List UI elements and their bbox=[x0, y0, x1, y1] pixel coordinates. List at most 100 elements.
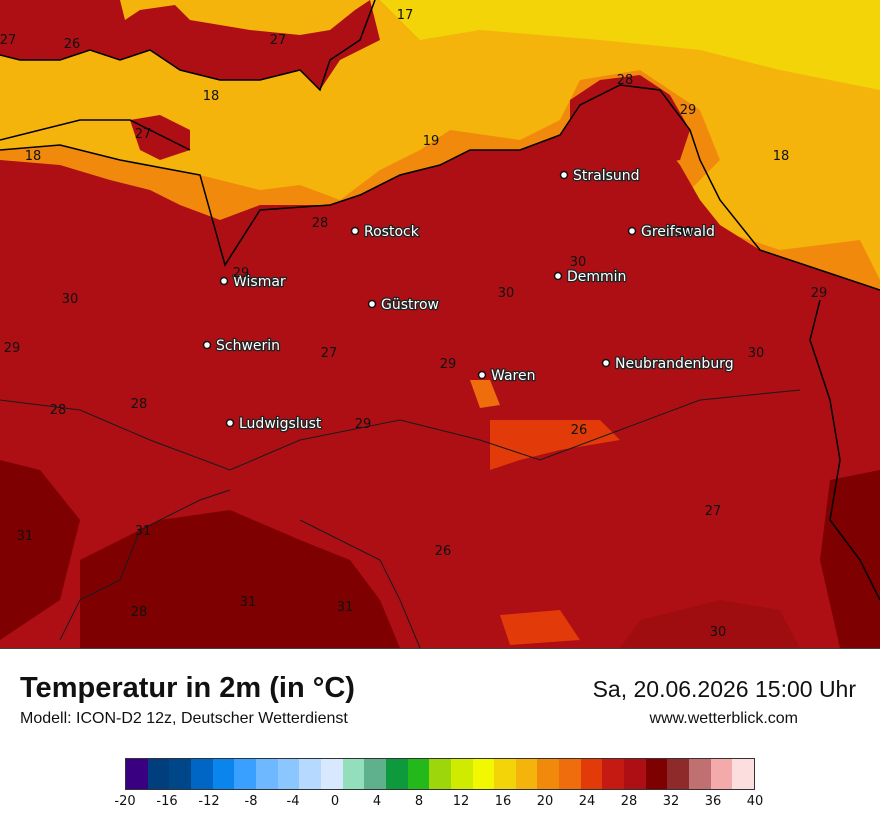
city-label: Wismar bbox=[233, 274, 286, 290]
isotherm-label: 31 bbox=[135, 524, 152, 539]
site-url[interactable]: www.wetterblick.com bbox=[649, 710, 798, 727]
isotherm-label: 18 bbox=[25, 149, 42, 164]
legend-tick-label: 40 bbox=[746, 794, 764, 809]
color-scale-legend bbox=[125, 758, 755, 790]
city-marker[interactable] bbox=[553, 271, 563, 281]
isotherm-label: 31 bbox=[17, 529, 34, 544]
isotherm-label: 31 bbox=[337, 600, 354, 615]
isotherm-label: 29 bbox=[440, 357, 457, 372]
temperature-map[interactable]: Stralsund Rostock Greifswald Wismar Demmin Gü… bbox=[0, 0, 880, 649]
legend-swatch bbox=[234, 759, 256, 789]
isotherm-label: 27 bbox=[321, 346, 338, 361]
legend-swatch bbox=[537, 759, 560, 789]
legend-swatch bbox=[515, 759, 538, 789]
city-marker[interactable] bbox=[477, 370, 487, 380]
island-small bbox=[130, 115, 190, 160]
legend-swatch bbox=[732, 759, 755, 789]
warm-patch-s bbox=[620, 600, 800, 648]
isotherm-label: 29 bbox=[4, 341, 21, 356]
isotherm-label: 30 bbox=[676, 225, 693, 240]
isotherm-label: 28 bbox=[131, 605, 148, 620]
state-border bbox=[0, 389, 801, 471]
isotherm-label: 27 bbox=[270, 33, 287, 48]
isotherm-label: 26 bbox=[64, 37, 81, 52]
isotherm-label: 29 bbox=[355, 417, 372, 432]
isotherm-label: 18 bbox=[773, 149, 790, 164]
city-label: Ludwigslust bbox=[239, 416, 322, 432]
legend-swatch bbox=[472, 759, 495, 789]
legend-swatch bbox=[407, 759, 430, 789]
legend-swatch bbox=[299, 759, 321, 789]
legend-tick-label: 20 bbox=[536, 794, 554, 809]
cool-patch-3 bbox=[500, 610, 580, 645]
legend-tick-label: 8 bbox=[414, 794, 424, 809]
legend-tick-label: 16 bbox=[494, 794, 512, 809]
isotherm-label: 29 bbox=[680, 103, 697, 118]
forecast-datetime: Sa, 20.06.2026 15:00 Uhr bbox=[592, 676, 856, 702]
isotherm-label: 17 bbox=[397, 8, 414, 23]
legend-swatch bbox=[342, 759, 365, 789]
isotherm-label: 27 bbox=[135, 127, 152, 142]
city-marker[interactable] bbox=[225, 418, 235, 428]
isotherm-label: 31 bbox=[240, 595, 257, 610]
legend-swatch bbox=[580, 759, 603, 789]
isotherm-label: 28 bbox=[617, 73, 634, 88]
city-marker[interactable] bbox=[219, 276, 229, 286]
city-label: Schwerin bbox=[216, 338, 280, 354]
state-border-3 bbox=[299, 519, 421, 648]
city-label: Waren bbox=[491, 368, 535, 384]
isotherm-label: 19 bbox=[423, 134, 440, 149]
legend-swatch bbox=[169, 759, 191, 789]
legend-tick-label: 36 bbox=[704, 794, 722, 809]
legend-tick-label: 28 bbox=[620, 794, 638, 809]
city-label: Demmin bbox=[567, 269, 626, 285]
hot-patch-se bbox=[820, 470, 880, 648]
isotherm-label: 29 bbox=[811, 286, 828, 301]
legend-swatch bbox=[190, 759, 213, 789]
legend-swatch bbox=[255, 759, 278, 789]
legend-tick-label: -12 bbox=[198, 794, 220, 809]
legend-tick-label: 24 bbox=[578, 794, 596, 809]
legend-swatch bbox=[689, 759, 711, 789]
legend-tick-label: 4 bbox=[372, 794, 382, 809]
isotherm-label: 27 bbox=[0, 33, 16, 48]
city-marker[interactable] bbox=[601, 358, 611, 368]
isotherm-label: 30 bbox=[62, 292, 79, 307]
legend-swatch bbox=[494, 759, 516, 789]
legend-swatch bbox=[385, 759, 408, 789]
danish-islands bbox=[0, 0, 380, 90]
legend-swatch bbox=[645, 759, 668, 789]
legend-swatch bbox=[277, 759, 300, 789]
city-marker[interactable] bbox=[367, 299, 377, 309]
cool-patch-1 bbox=[490, 420, 620, 470]
legend-swatch bbox=[429, 759, 451, 789]
city-label: Greifswald bbox=[641, 224, 715, 240]
isotherm-label: 28 bbox=[131, 397, 148, 412]
city-label: Stralsund bbox=[573, 168, 640, 184]
legend-swatch bbox=[710, 759, 733, 789]
border-poland bbox=[809, 299, 880, 601]
legend-tick-label: -20 bbox=[114, 794, 136, 809]
city-marker[interactable] bbox=[559, 170, 569, 180]
city-label: Neubrandenburg bbox=[615, 356, 734, 372]
isotherm-label: 28 bbox=[312, 216, 329, 231]
city-marker[interactable] bbox=[627, 226, 637, 236]
legend-tick-label: 12 bbox=[452, 794, 470, 809]
isotherm-label: 27 bbox=[705, 504, 722, 519]
isotherm-label: 30 bbox=[710, 625, 727, 640]
isotherm-label: 29 bbox=[233, 266, 250, 281]
legend-swatch bbox=[667, 759, 690, 789]
legend-swatch bbox=[147, 759, 170, 789]
legend-swatch bbox=[212, 759, 235, 789]
state-border-2 bbox=[59, 489, 231, 641]
cool-patch-2 bbox=[470, 380, 500, 408]
map-canvas: Stralsund Rostock Greifswald Wismar Demmin Gü… bbox=[0, 0, 880, 648]
legend-tick-label: 0 bbox=[330, 794, 340, 809]
legend-tick-label: -16 bbox=[156, 794, 178, 809]
isotherm-label: 26 bbox=[571, 423, 588, 438]
isotherm-label: 30 bbox=[748, 346, 765, 361]
city-marker[interactable] bbox=[202, 340, 212, 350]
legend-swatch bbox=[320, 759, 343, 789]
isotherm-label: 18 bbox=[203, 89, 220, 104]
city-marker[interactable] bbox=[350, 226, 360, 236]
